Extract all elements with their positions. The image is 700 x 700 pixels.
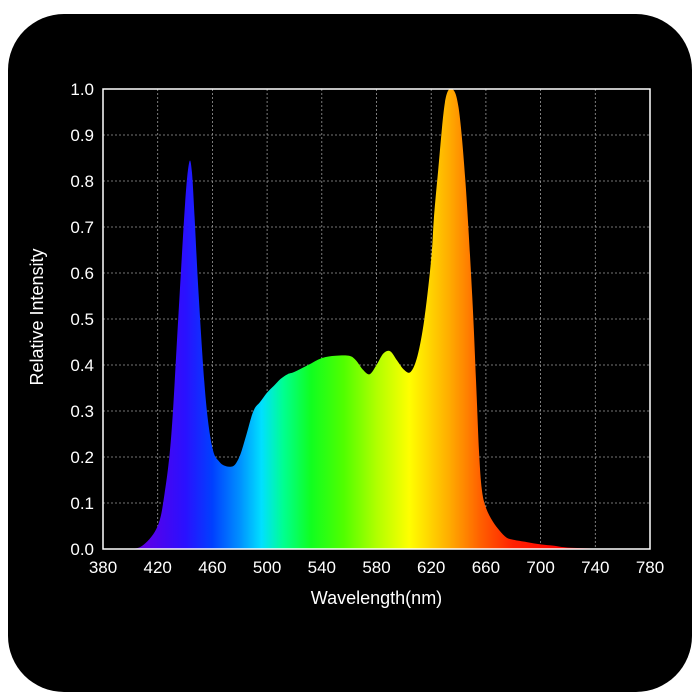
x-tick-label: 380: [89, 558, 117, 577]
y-tick-label: 0.3: [70, 402, 94, 421]
y-tick-label: 0.2: [70, 448, 94, 467]
x-tick-label: 740: [581, 558, 609, 577]
x-axis-title: Wavelength(nm): [311, 588, 442, 608]
y-tick-labels: 0.0 0.1 0.2 0.3 0.4 0.5 0.6 0.7 0.8 0.9 1.0: [70, 80, 94, 559]
x-tick-label: 780: [636, 558, 664, 577]
x-tick-label: 420: [144, 558, 172, 577]
x-tick-label: 620: [417, 558, 445, 577]
x-tick-label: 540: [308, 558, 336, 577]
x-tick-labels: 380 420 460 500 540 580 620 660 700 740 780: [89, 558, 664, 577]
y-tick-label: 0.7: [70, 218, 94, 237]
y-tick-label: 0.1: [70, 494, 94, 513]
y-tick-label: 0.5: [70, 310, 94, 329]
plot-frame: [102, 88, 651, 550]
y-axis-title: Relative Intensity: [27, 248, 47, 385]
x-tick-label: 660: [472, 558, 500, 577]
y-tick-label: 0.4: [70, 356, 94, 375]
spectrum-area: [103, 88, 650, 549]
x-tick-label: 460: [198, 558, 226, 577]
y-tick-label: 0.0: [70, 540, 94, 559]
y-tick-label: 0.6: [70, 264, 94, 283]
y-tick-label: 0.9: [70, 126, 94, 145]
y-tick-label: 0.8: [70, 172, 94, 191]
x-tick-label: 580: [362, 558, 390, 577]
x-tick-label: 700: [526, 558, 554, 577]
y-tick-label: 1.0: [70, 80, 94, 99]
chart-card: [8, 14, 692, 692]
x-tick-label: 500: [253, 558, 281, 577]
